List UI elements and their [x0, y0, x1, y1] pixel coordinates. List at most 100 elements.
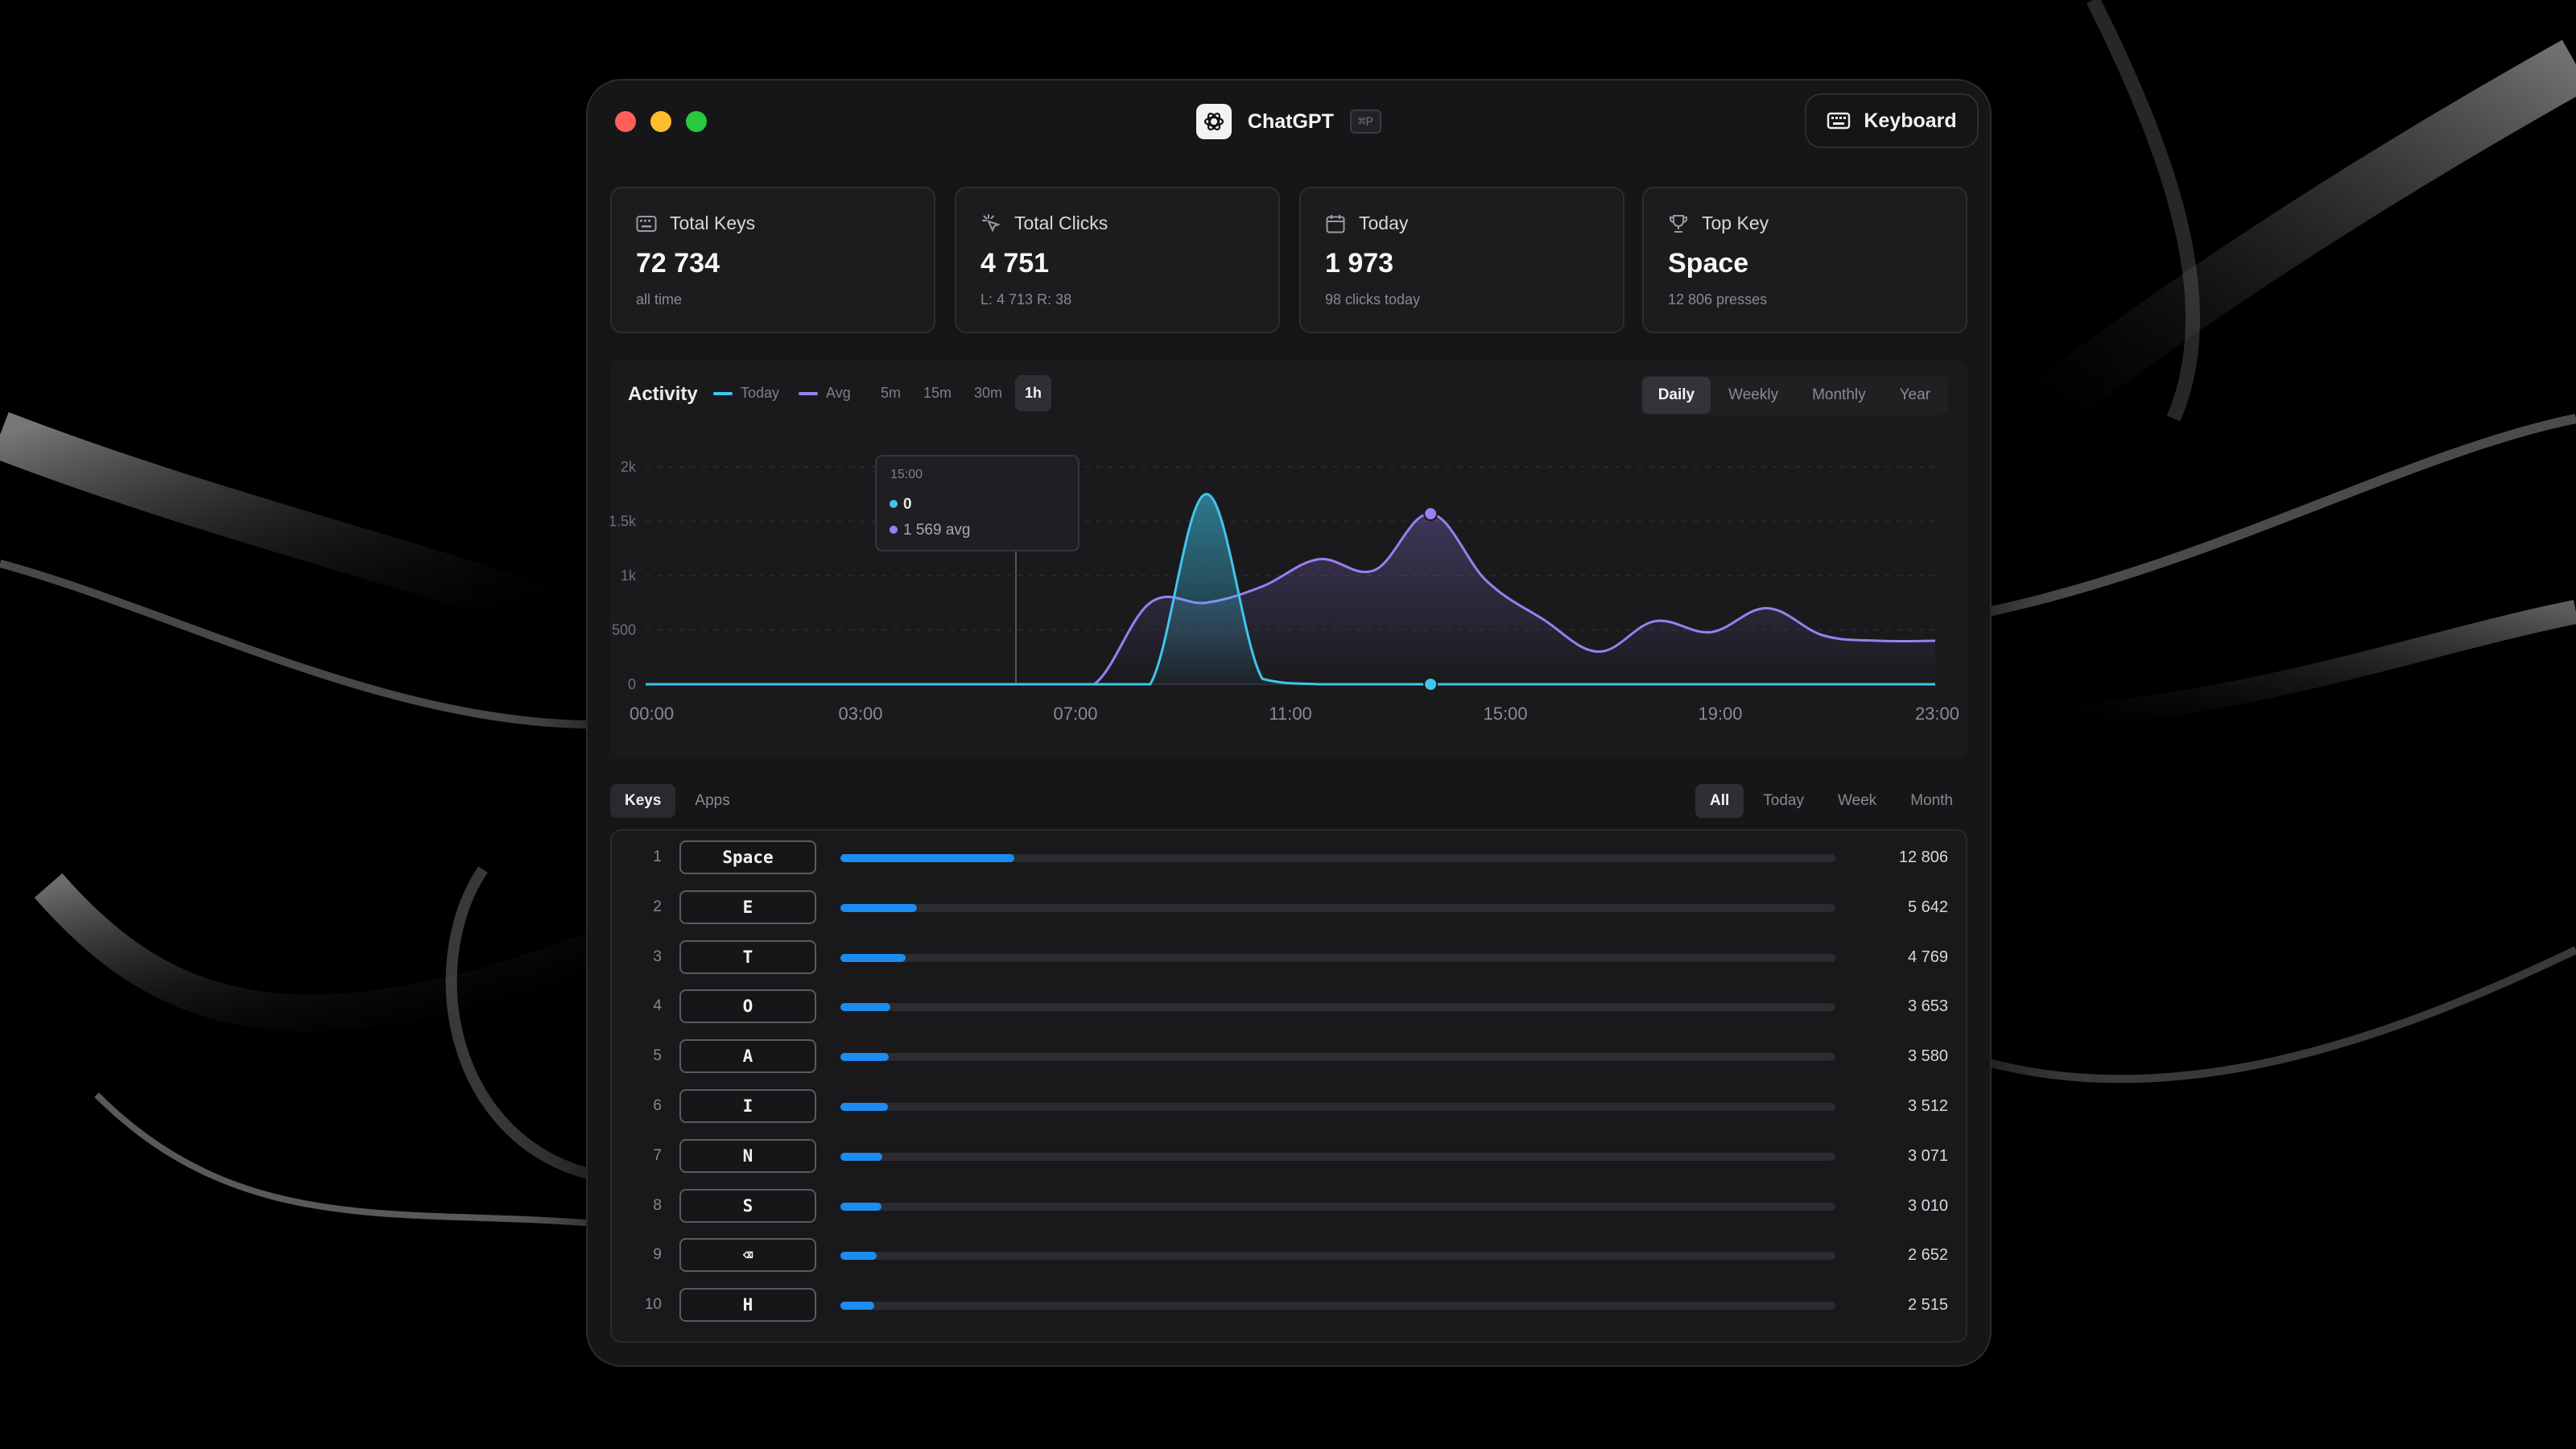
filter-today[interactable]: Today	[1763, 792, 1804, 809]
usage-bar-track	[840, 903, 1835, 912]
close-window-button[interactable]	[615, 111, 636, 132]
trophy-icon	[1670, 214, 1687, 233]
key-rank: 5	[653, 1047, 662, 1065]
usage-bar-track	[840, 854, 1835, 862]
keycap: I	[679, 1089, 816, 1123]
key-count: 3 010	[1907, 1196, 1948, 1215]
key-rank: 8	[653, 1196, 662, 1214]
key-row[interactable]: 10 H 2 515	[612, 1280, 1966, 1330]
filter-month[interactable]: Month	[1910, 792, 1953, 809]
chart-legend: Today Avg	[713, 385, 851, 402]
keycap: S	[679, 1188, 816, 1223]
key-rank: 3	[653, 947, 662, 965]
keyboard-icon	[636, 215, 657, 232]
y-tick-label: 1k	[621, 568, 637, 584]
usage-bar-track	[840, 1053, 1835, 1062]
activity-chart[interactable]: 0 500 1k 1.5k 2k 00:00 03:00 07:00 11:00 15:00 19…	[610, 417, 1967, 755]
interval-15m[interactable]: 15m	[923, 385, 952, 401]
title-bar: ChatGPT ⌘P Keyboard	[586, 79, 1992, 163]
click-icon	[982, 213, 1001, 233]
x-tick-label: 23:00	[1915, 704, 1959, 724]
usage-bar-track	[840, 953, 1835, 962]
usage-bar-fill	[840, 953, 906, 962]
usage-bar-track	[840, 1302, 1835, 1311]
key-rank: 6	[653, 1097, 662, 1114]
key-count: 5 642	[1907, 898, 1948, 916]
filter-week[interactable]: Week	[1837, 792, 1877, 809]
card-subtitle: L: 4 713 R: 38	[980, 291, 1072, 308]
key-count: 3 512	[1907, 1097, 1948, 1115]
legend-today: Today	[713, 385, 779, 402]
key-row[interactable]: 1 Space 12 806	[612, 832, 1966, 882]
today-series-line	[646, 493, 1935, 686]
zoom-window-button[interactable]	[686, 111, 707, 132]
keycap: O	[679, 989, 816, 1024]
chatgpt-logo-icon	[1195, 104, 1232, 139]
key-ranking-section: Keys Apps All Today Week Month 1 Space 12 …	[610, 779, 1967, 1343]
tooltip-time: 15:00	[890, 468, 923, 481]
tab-apps[interactable]: Apps	[695, 792, 730, 809]
card-subtitle: all time	[636, 291, 683, 308]
x-tick-label: 03:00	[838, 704, 882, 724]
key-count: 12 806	[1898, 848, 1948, 866]
keyboard-mode-label: Keyboard	[1864, 109, 1957, 132]
x-tick-label: 15:00	[1483, 704, 1527, 724]
today-card: Today 1 973 98 clicks today	[1299, 187, 1624, 333]
tooltip-avg-dot	[890, 526, 898, 534]
key-count: 2 652	[1907, 1246, 1948, 1265]
card-value: 4 751	[980, 248, 1050, 279]
key-count: 3 071	[1907, 1146, 1948, 1165]
activity-panel: Activity Today Avg 5m 15m 30m 1h Daily W…	[610, 359, 1967, 758]
key-rank: 10	[644, 1296, 662, 1314]
y-tick-label: 2k	[621, 459, 637, 475]
total-keys-card: Total Keys 72 734 all time	[610, 187, 935, 333]
period-weekly[interactable]: Weekly	[1728, 386, 1779, 403]
app-name: ChatGPT	[1247, 109, 1334, 133]
minimize-window-button[interactable]	[650, 111, 671, 132]
app-title: ChatGPT ⌘P	[586, 103, 1992, 140]
keycap: A	[679, 1039, 816, 1074]
card-value: 72 734	[636, 248, 720, 279]
card-label: Top Key	[1702, 213, 1769, 233]
card-value: 1 973	[1325, 248, 1394, 279]
period-daily[interactable]: Daily	[1641, 377, 1711, 414]
top-key-card: Top Key Space 12 806 presses	[1642, 187, 1967, 333]
keycap: T	[679, 939, 816, 974]
keycap: H	[679, 1288, 816, 1323]
keyboard-icon	[1827, 112, 1851, 130]
avg-highlight-point	[1423, 506, 1439, 522]
key-count: 2 515	[1907, 1296, 1948, 1315]
interval-30m[interactable]: 30m	[974, 385, 1003, 401]
usage-bar-fill	[840, 1202, 881, 1211]
x-tick-label: 11:00	[1269, 704, 1311, 724]
interval-5m[interactable]: 5m	[881, 385, 902, 401]
shortcut-badge: ⌘P	[1349, 109, 1382, 134]
usage-bar-fill	[840, 1103, 889, 1111]
key-count: 4 769	[1907, 947, 1948, 966]
interval-1h[interactable]: 1h	[1015, 375, 1052, 411]
avg-series-area	[646, 514, 1935, 684]
keyboard-mode-button[interactable]: Keyboard	[1805, 93, 1979, 148]
card-subtitle: 12 806 presses	[1668, 291, 1768, 308]
ranking-tabs: Keys Apps	[610, 784, 745, 818]
card-value: Space	[1668, 248, 1749, 279]
key-rank: 1	[653, 848, 662, 865]
total-clicks-card: Total Clicks 4 751 L: 4 713 R: 38	[955, 187, 1280, 333]
card-label: Total Keys	[670, 213, 756, 233]
key-row[interactable]: 9 ⌫ 2 652	[612, 1230, 1966, 1280]
usage-bar-track	[840, 1003, 1835, 1012]
period-monthly[interactable]: Monthly	[1812, 386, 1866, 403]
usage-bar-fill	[840, 1003, 890, 1012]
key-rank: 9	[653, 1246, 662, 1264]
period-year[interactable]: Year	[1899, 386, 1930, 403]
tab-keys[interactable]: Keys	[610, 784, 676, 818]
filter-all[interactable]: All	[1695, 784, 1744, 818]
time-filter-tabs: All Today Week Month	[1695, 784, 1967, 818]
